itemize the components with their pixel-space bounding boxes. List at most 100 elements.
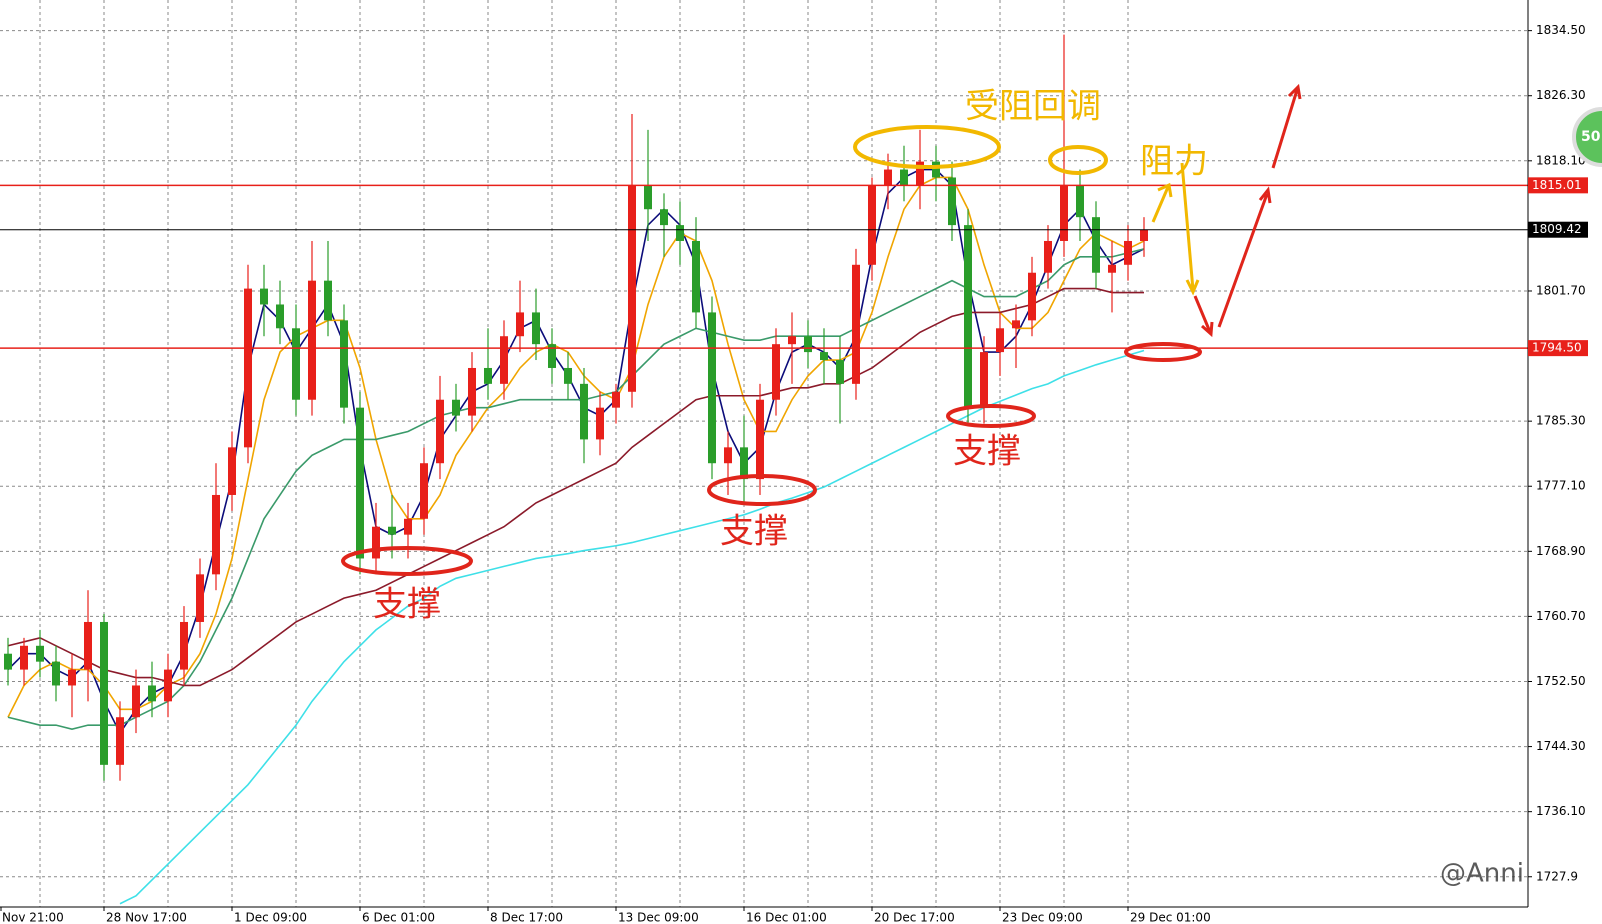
candle-body (788, 336, 796, 345)
candle-body (68, 669, 76, 686)
x-tick-label: 20 Dec 17:00 (874, 911, 955, 924)
candle-body (164, 669, 172, 702)
candle-body (36, 645, 44, 662)
candle-body (484, 367, 492, 384)
candle-body (612, 391, 620, 408)
candle-body (4, 653, 12, 670)
candle-body (372, 526, 380, 559)
candle-body (580, 383, 588, 440)
y-tick-label: 1744.30 (1536, 739, 1586, 753)
candle-body (1140, 229, 1148, 241)
candle-body (1092, 217, 1100, 273)
candle-body (1108, 264, 1116, 273)
price-label: 1809.42 (1532, 222, 1582, 236)
candle-body (116, 717, 124, 765)
candle-body (884, 169, 892, 186)
arrow (1151, 182, 1173, 223)
ellipse (946, 404, 1036, 428)
candle-body (1028, 272, 1036, 321)
candle-body (900, 169, 908, 186)
badge (1572, 107, 1602, 167)
price-label: 1815.01 (1532, 178, 1582, 192)
y-tick-label: 1727.9 (1536, 869, 1578, 883)
candle-body (564, 367, 572, 384)
y-tick-label: 1818.10 (1536, 153, 1586, 167)
candle-body (836, 360, 844, 384)
candle-body (676, 225, 684, 241)
x-tick-label: Nov 21:00 (2, 911, 64, 924)
price-label: 1794.50 (1532, 341, 1582, 355)
candle-body (964, 225, 972, 408)
candle-body (868, 185, 876, 265)
candle-body (212, 494, 220, 575)
candle-body (20, 645, 28, 670)
candle-body (244, 288, 252, 448)
candle-body (980, 352, 988, 408)
candle-body (292, 328, 300, 400)
price-label-box (1528, 221, 1588, 238)
candle-body (996, 328, 1004, 353)
candle-body (932, 161, 940, 178)
candle-body (340, 320, 348, 408)
candle-body (308, 280, 316, 400)
candle-body (436, 399, 444, 464)
candle-body (196, 574, 204, 622)
moving-average (7, 248, 1145, 730)
x-tick-label: 1 Dec 09:00 (234, 911, 307, 924)
y-tick-label: 1760.70 (1536, 609, 1586, 623)
ellipse (707, 474, 817, 506)
candle-body (708, 312, 716, 464)
candle-body (228, 447, 236, 495)
y-tick-label: 1736.10 (1536, 804, 1586, 818)
x-tick-label: 16 Dec 01:00 (746, 911, 827, 924)
candle-body (852, 264, 860, 384)
candle-body (1124, 240, 1132, 265)
y-tick-label: 1777.10 (1536, 479, 1586, 493)
candle-body (132, 685, 140, 718)
moving-average (7, 287, 1144, 687)
annotation: 支撑 (953, 432, 1021, 472)
candle-body (532, 312, 540, 345)
y-tick-label: 1785.30 (1536, 414, 1586, 428)
candle-body (740, 447, 748, 480)
candle-body (804, 336, 812, 353)
candle-body (84, 621, 92, 670)
candle-body (468, 367, 476, 416)
candle-body (756, 399, 764, 480)
candle-body (820, 352, 828, 361)
arrow (1193, 295, 1214, 338)
annotations: 受阻回调 阻力 支撑 支撑 支撑 @Anni (341, 83, 1524, 889)
candle-body (596, 407, 604, 440)
x-tick-label: 29 Dec 01:00 (1130, 911, 1211, 924)
x-tick-label: 6 Dec 01:00 (362, 911, 435, 924)
annotation: 支撑 (373, 585, 441, 625)
x-tick-label: 23 Dec 09:00 (1002, 911, 1083, 924)
ellipse (1048, 145, 1108, 175)
candle-body (420, 463, 428, 519)
ellipse (853, 125, 1001, 169)
x-tick-label: 28 Nov 17:00 (106, 911, 187, 924)
candle-body (180, 621, 188, 670)
moving-average (119, 349, 1145, 905)
candle-body (1044, 240, 1052, 273)
candle-body (660, 209, 668, 226)
candle-body (452, 399, 460, 416)
ellipse (341, 546, 473, 576)
arrow (1217, 186, 1272, 328)
arrow (1180, 162, 1200, 296)
y-tick-label: 1834.50 (1536, 23, 1586, 37)
candle-body (692, 240, 700, 313)
candle-body (52, 661, 60, 686)
watermark: @Anni (1440, 859, 1524, 889)
y-tick-label: 1768.90 (1536, 544, 1586, 558)
annotation: 阻力 (1140, 142, 1208, 182)
annotation: 支撑 (720, 512, 788, 552)
badge-text: 50 (1581, 129, 1601, 145)
price-label-box (1528, 340, 1588, 357)
candle-body (772, 344, 780, 400)
candle-body (148, 685, 156, 702)
plot-area (0, 34, 1528, 905)
